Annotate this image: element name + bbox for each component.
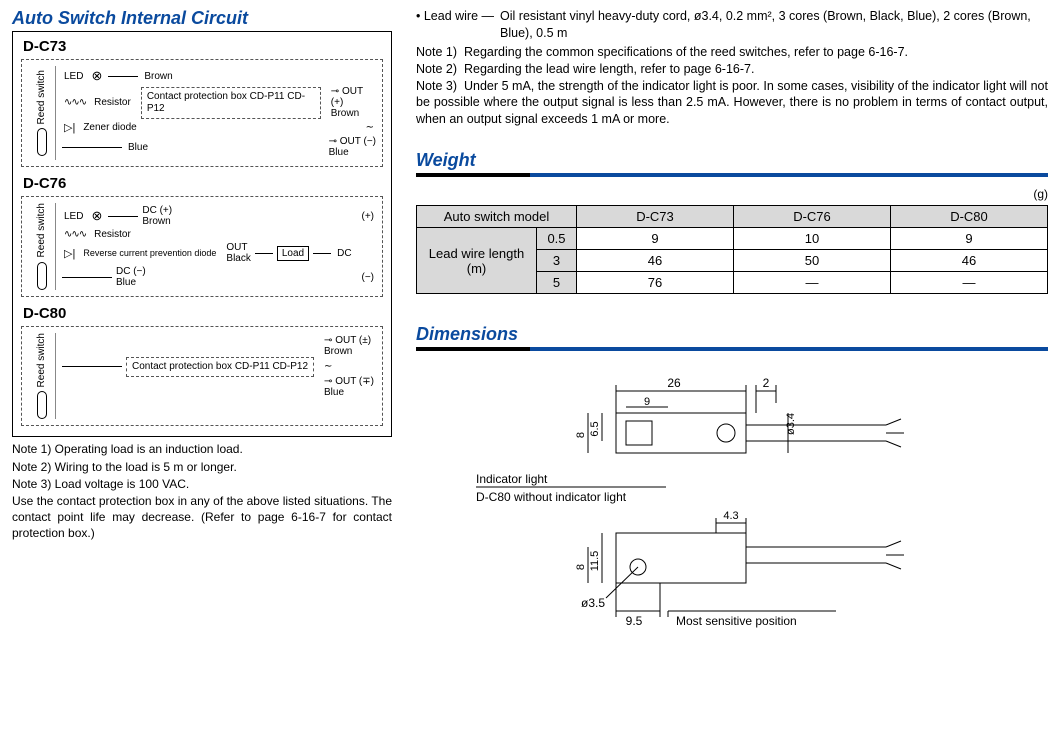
out-plus-wire: Brown [324,346,352,357]
weight-cell: 9 [891,228,1048,250]
title-rule [416,347,1048,351]
len-cell: 0.5 [537,228,577,250]
dim-title: Dimensions [416,324,1048,345]
led-icon [91,68,102,84]
reed-symbol [37,391,47,419]
note-tail: Use the contact protection box in any of… [12,493,392,542]
model-c76: D-C76 [23,175,383,192]
brown-label: Brown [142,216,170,227]
note-2: Note 2) Wiring to the load is 5 m or lon… [12,459,392,475]
out-plus-wire: Brown [331,108,359,119]
zener-label: Zener diode [83,122,136,133]
leadwire-label: • Lead wire — [416,8,494,42]
reed-symbol [37,128,47,156]
weight-cell: 10 [734,228,891,250]
weight-unit: (g) [416,187,1048,201]
led-label: LED [64,211,83,222]
svg-text:D-C80 without indicator light: D-C80 without indicator light [476,490,627,504]
dc-minus: DC (−) [116,266,146,277]
weight-table: Auto switch model D-C73 D-C76 D-C80 Lead… [416,205,1048,294]
out-minus: OUT (−) [340,136,376,147]
left-notes: Note 1) Operating load is an induction l… [12,441,392,541]
rev-diode-label: Reverse current prevention diode [83,249,216,258]
protect-box: Contact protection box CD-P11 CD-P12 [141,87,321,119]
note-1: Note 1) Operating load is an induction l… [12,441,392,457]
svg-text:ø3.5: ø3.5 [581,596,605,610]
model-c80: D-C80 [23,305,383,322]
resistor-icon: ∿∿∿ [64,229,86,240]
note-3: Note 3) Load voltage is 100 VAC. [12,476,392,492]
right-note-1: Note 1)Regarding the common specificatio… [416,44,1048,61]
svg-text:9.5: 9.5 [626,614,643,628]
right-note-2: Note 2)Regarding the lead wire length, r… [416,61,1048,78]
out-minus: OUT (∓) [335,376,374,387]
svg-text:8: 8 [575,432,587,438]
svg-text:11.5: 11.5 [589,551,601,572]
leadwire-text: Oil resistant vinyl heavy-duty cord, ø3.… [500,8,1048,42]
led-icon [91,208,102,224]
out-label: OUT [226,242,247,253]
reed-label: Reed switch [36,203,47,257]
blue-label: Blue [128,142,148,153]
weight-cell: 50 [734,250,891,272]
out-minus-wire: Blue [329,147,349,158]
circuit-title: Auto Switch Internal Circuit [12,8,392,29]
zener-icon [64,121,75,134]
tilde: ∼ [366,122,374,133]
model-hdr: D-C73 [577,206,734,228]
right-note-3: Note 3)Under 5 mA, the strength of the i… [416,78,1048,129]
model-c73: D-C73 [23,38,383,55]
resistor-label: Resistor [94,229,131,240]
svg-text:4.3: 4.3 [723,510,738,522]
svg-text:8: 8 [575,564,587,570]
plus-terminal: (+) [362,211,375,222]
diagram-c76: Reed switch LED DC (+)Brown (+) ∿∿∿ Res [21,196,383,297]
len-cell: 3 [537,250,577,272]
weight-cell: 9 [577,228,734,250]
svg-text:Most sensitive position: Most sensitive position [676,614,797,628]
svg-text:26: 26 [667,376,681,390]
resistor-icon: ∿∿∿ [64,97,86,108]
weight-cell: — [734,272,891,294]
blue-label: Blue [116,277,136,288]
weight-cell: 46 [577,250,734,272]
out-plus: OUT (+) [331,86,363,108]
diagram-c80: Reed switch Contact protection box CD-P1… [21,326,383,426]
title-rule [416,173,1048,177]
minus-terminal: (−) [362,272,375,283]
out-minus-wire: Blue [324,387,344,398]
diagram-c73: Reed switch LED Brown ∿∿∿ Resistor Cont [21,59,383,167]
brown-label: Brown [144,71,172,82]
dimensions-drawing: 26 2 9 6.5 8 ø3.4 Indicator light D-C80 … [416,363,1048,653]
dc-label: DC [337,248,351,259]
svg-text:6.5: 6.5 [589,421,601,436]
model-hdr: D-C80 [891,206,1048,228]
weight-title: Weight [416,150,1048,171]
row-hdr: Lead wire length (m) [417,228,537,294]
svg-text:ø3.4: ø3.4 [785,413,797,435]
led-label: LED [64,71,83,82]
black-label: Black [226,253,250,264]
resistor-label: Resistor [94,97,131,108]
diode-icon [64,247,75,260]
tilde: ∼ [324,361,332,372]
reed-symbol [37,262,47,290]
svg-text:Indicator light: Indicator light [476,472,548,486]
circuit-box: D-C73 Reed switch LED Brown ∿∿∿ Resist [12,31,392,437]
weight-cell: 76 [577,272,734,294]
load-box: Load [277,246,309,261]
weight-cell: — [891,272,1048,294]
svg-text:2: 2 [763,376,770,390]
out-plus: OUT (±) [335,335,371,346]
svg-text:9: 9 [644,396,650,408]
len-cell: 5 [537,272,577,294]
dc-plus: DC (+) [142,205,172,216]
model-hdr: D-C76 [734,206,891,228]
reed-label: Reed switch [36,333,47,387]
col-hdr: Auto switch model [417,206,577,228]
weight-cell: 46 [891,250,1048,272]
reed-label: Reed switch [36,70,47,124]
protect-box: Contact protection box CD-P11 CD-P12 [126,357,314,377]
